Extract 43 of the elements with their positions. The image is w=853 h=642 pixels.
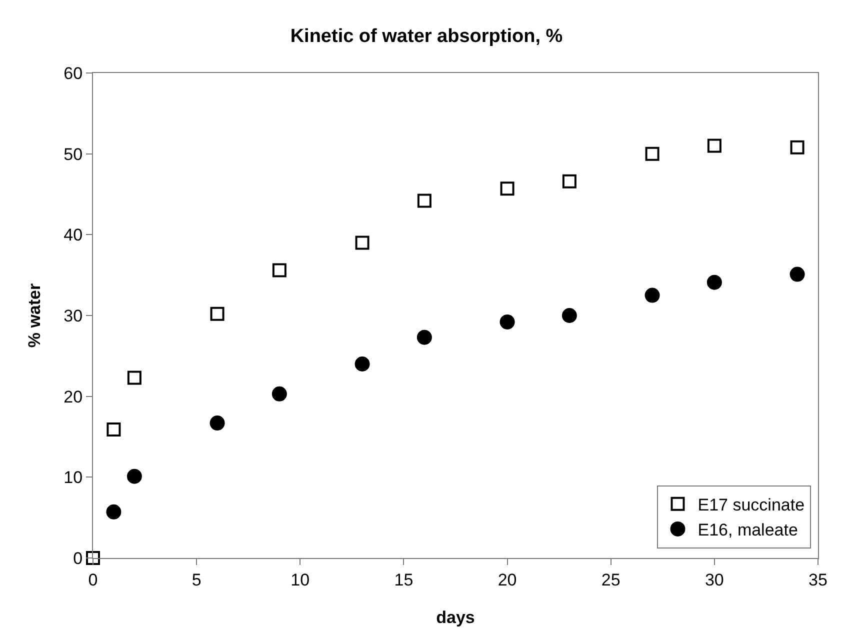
y-tick-label: 60	[64, 64, 83, 83]
point	[706, 274, 722, 290]
point	[86, 551, 100, 565]
x-tick-label: 15	[394, 570, 414, 590]
legend-label: E17 succinate	[698, 495, 805, 514]
x-tick-label: 35	[808, 570, 828, 590]
point	[416, 330, 432, 345]
point	[790, 266, 805, 282]
point	[106, 504, 122, 520]
point	[562, 308, 577, 323]
point	[127, 370, 142, 385]
x-tick-label: 10	[290, 570, 310, 590]
point	[644, 288, 660, 303]
point	[790, 140, 804, 154]
y-tick-label: 40	[64, 226, 83, 245]
y-tick-label: 20	[64, 387, 83, 406]
point	[354, 356, 370, 372]
point	[126, 468, 142, 484]
point	[272, 263, 286, 278]
y-tick-label: 30	[64, 306, 83, 326]
point	[355, 236, 370, 250]
point	[500, 314, 515, 330]
point	[707, 138, 722, 153]
y-axis-title: % water	[25, 282, 44, 348]
point	[210, 416, 225, 431]
point	[106, 422, 121, 436]
point	[272, 386, 287, 402]
y-tick-label: 0	[73, 548, 83, 568]
x-tick-label: 25	[601, 570, 620, 590]
chart-title: Kinetic of water absorption, %	[290, 26, 563, 48]
x-tick-label: 0	[88, 570, 98, 590]
legend-label: E16, maleate	[698, 520, 798, 540]
point	[645, 146, 660, 161]
y-tick-label: 10	[64, 468, 83, 488]
point	[417, 194, 432, 208]
x-tick-label: 20	[498, 570, 517, 590]
point	[500, 182, 514, 196]
point	[210, 306, 224, 321]
point	[562, 174, 576, 188]
x-tick-label: 30	[704, 570, 724, 590]
y-tick-label: 50	[64, 144, 83, 164]
x-axis-title: days	[436, 608, 475, 627]
x-tick-label: 5	[192, 570, 202, 590]
